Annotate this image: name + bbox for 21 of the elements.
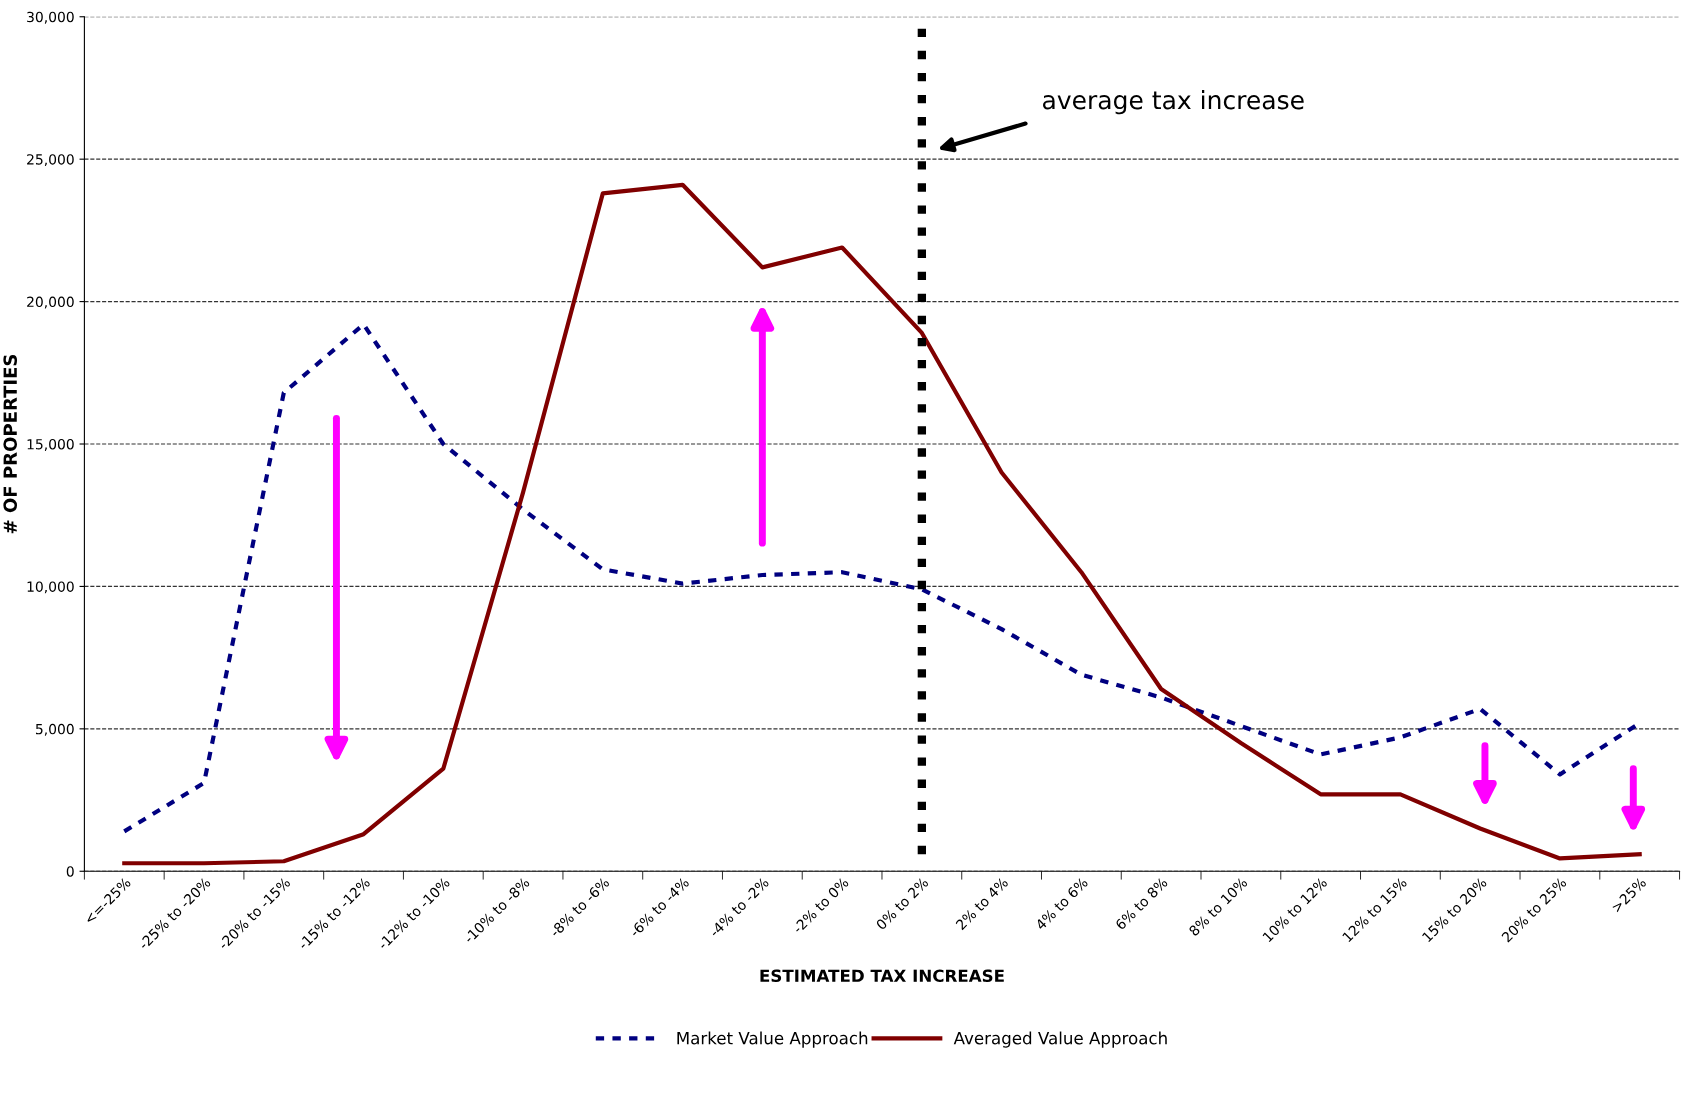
x-tick-label: -2% to 0% — [791, 876, 850, 935]
y-tick-label: 25,000 — [27, 154, 74, 167]
y-tick-label: 10,000 — [27, 581, 74, 594]
x-axis-title: ESTIMATED TAX INCREASE — [760, 969, 1004, 983]
x-tick-label: -6% to -4% — [628, 876, 690, 938]
legend-label: Averaged Value Approach — [953, 1031, 1167, 1048]
y-axis-title: # OF PROPERTIES — [3, 354, 18, 534]
x-tick-label: 4% to 6% — [1034, 876, 1089, 931]
x-tick-label: 0% to 2% — [875, 876, 929, 931]
x-tick-label: 2% to 4% — [955, 876, 1009, 931]
y-tick-label: 30,000 — [27, 11, 74, 24]
line-series — [122, 182, 1642, 866]
x-tick-label: 6% to 8% — [1114, 876, 1169, 931]
annotation: average tax increase — [1043, 90, 1304, 115]
y-tick-label: 15,000 — [27, 438, 74, 451]
y-tick-label: 5,000 — [35, 723, 74, 736]
legend-label: Market Value Approach — [677, 1031, 868, 1048]
y-tick-label: 0 — [66, 866, 74, 877]
x-tick-label: -8% to -6% — [549, 876, 610, 938]
x-tick-label: -4% to -2% — [708, 876, 770, 938]
y-tick-label: 20,000 — [27, 296, 74, 309]
